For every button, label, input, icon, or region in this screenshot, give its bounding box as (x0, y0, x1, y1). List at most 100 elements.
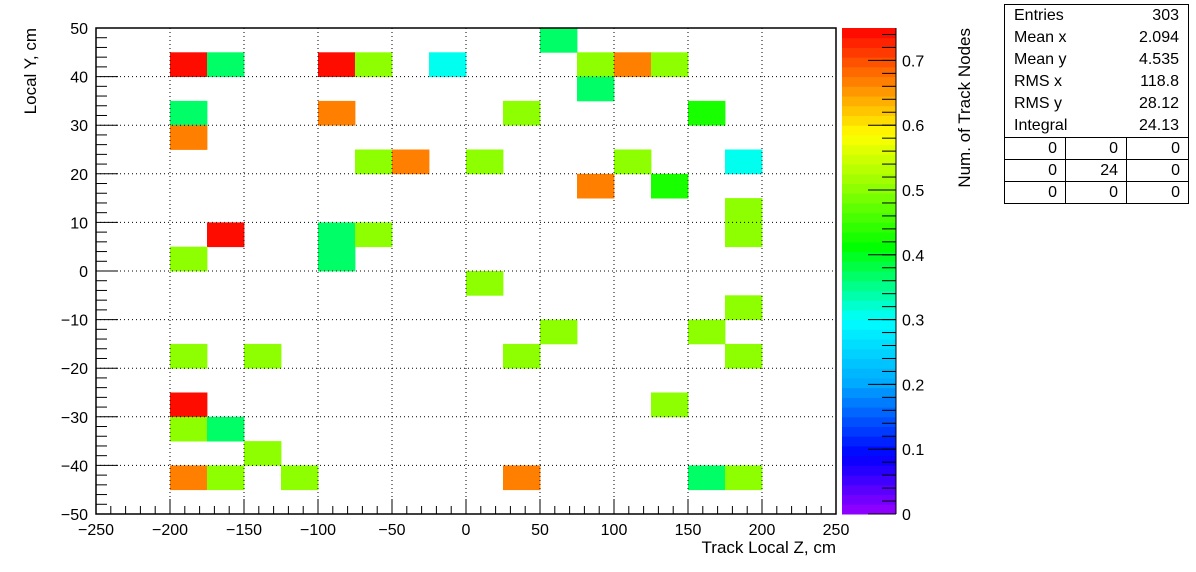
palette-band (842, 232, 896, 243)
y-tick-label: 30 (70, 118, 88, 135)
heatmap-cell (577, 76, 615, 102)
palette-band (842, 445, 896, 457)
palette-band (842, 504, 896, 515)
z-axis-title: Num. of Track Nodes (955, 28, 974, 188)
x-axis: −250 −200 −150 −100 −50 0 50 100 150 200 250 (78, 499, 849, 539)
z-tick-label: 0.4 (902, 248, 924, 265)
heatmap-cell (170, 246, 208, 272)
stat-row: RMS y 28.12 (1005, 93, 1188, 115)
palette-band (842, 348, 896, 359)
heatmap-cell (318, 100, 356, 126)
palette-band (842, 96, 896, 107)
y-axis: −50 −40 −30 −20 −10 0 10 20 30 40 50 (61, 21, 118, 524)
stat-label: Integral (1014, 117, 1068, 134)
stat-row: RMS x 118.8 (1005, 71, 1188, 93)
stat-row: Integral 24.13 (1005, 115, 1188, 137)
heatmap-cell (540, 28, 578, 53)
z-tick-label: 0 (902, 507, 911, 524)
heatmap-cell (355, 149, 393, 175)
palette-band (842, 76, 896, 87)
x-tick-label: −250 (78, 522, 114, 539)
palette-band (842, 173, 896, 185)
palette-band (842, 57, 896, 68)
heatmap-cell (725, 198, 763, 223)
x-tick-label: 250 (823, 522, 850, 539)
heatmap-cell (725, 149, 763, 175)
palette-band (842, 37, 896, 48)
heatmap-cell (170, 343, 208, 369)
z-tick-label: 0.1 (902, 442, 924, 459)
heatmap-cell (170, 465, 208, 491)
stat-row: Mean x 2.094 (1005, 27, 1188, 49)
heatmap-cell (466, 271, 504, 296)
heatmap-cell (207, 465, 245, 491)
stat-value: 118.8 (1140, 73, 1179, 90)
heatmap-cell (503, 343, 541, 369)
heatmap-cell (688, 465, 726, 491)
y-tick-label: −40 (61, 458, 88, 475)
heatmap-cell (503, 100, 541, 126)
x-tick-label: 150 (675, 522, 702, 539)
stat-row: Mean y 4.535 (1005, 49, 1188, 71)
x-tick-label: −100 (300, 522, 336, 539)
heatmap-cell (688, 319, 726, 345)
heatmap-cell (651, 173, 689, 199)
y-axis-title: Local Y, cm (21, 28, 40, 114)
palette-band (842, 66, 896, 78)
palette-band (842, 407, 896, 418)
heatmap-cell (725, 465, 763, 491)
stats-grid-cell: 0 (1127, 138, 1188, 160)
z-tick-label: 0.3 (902, 313, 924, 330)
stats-grid-cell: 24 (1066, 160, 1127, 182)
y-tick-label: 0 (79, 264, 88, 281)
palette-band (842, 47, 896, 58)
palette-band (842, 377, 896, 389)
x-tick-label: 100 (601, 522, 628, 539)
heatmap-cell (688, 100, 726, 126)
heatmap-cell (244, 441, 282, 466)
heatmap-cell (170, 125, 208, 150)
heatmap-cell (318, 222, 356, 248)
heatmap-cell (392, 149, 430, 175)
palette-band (842, 115, 896, 126)
palette-band (842, 300, 896, 311)
heatmap-cell (207, 416, 245, 442)
palette-band (842, 261, 896, 272)
stats-rows: Entries 303 Mean x 2.094 Mean y 4.535 RMS x 118… (1005, 5, 1188, 137)
stat-label: Mean y (1014, 51, 1067, 68)
heatmap-cell (355, 222, 393, 248)
stat-value: 24.13 (1138, 117, 1179, 134)
heatmap-cell (170, 100, 208, 126)
palette-band (842, 271, 896, 282)
statistics-box: Entries 303 Mean x 2.094 Mean y 4.535 RMS x 118… (1004, 4, 1189, 204)
palette-band (842, 436, 896, 447)
palette-band (842, 154, 896, 165)
y-tick-label: −50 (61, 507, 88, 524)
heatmap-cell (207, 222, 245, 248)
stat-label: Entries (1014, 7, 1064, 24)
stats-grid-cell: 0 (1005, 160, 1066, 182)
heatmap-cell (540, 319, 578, 345)
palette-band (842, 475, 896, 486)
x-tick-label: 0 (462, 522, 471, 539)
stats-grid-cell: 0 (1066, 182, 1127, 203)
y-tick-label: −10 (61, 313, 88, 330)
palette-band (842, 183, 896, 194)
palette-band (842, 455, 896, 466)
stats-underflow-overflow-grid: 0 0 0 0 24 0 0 0 0 (1005, 137, 1188, 203)
palette-band (842, 280, 896, 291)
palette-band (842, 426, 896, 437)
stat-row: Entries 303 (1005, 5, 1188, 27)
heatmap-cells (170, 28, 763, 491)
grid-lines (96, 28, 836, 514)
stat-label: RMS x (1014, 73, 1062, 90)
y-tick-label: 20 (70, 167, 88, 184)
heatmap-cell (725, 343, 763, 369)
palette-band (842, 193, 896, 204)
palette-band (842, 28, 896, 39)
palette-band (842, 484, 896, 496)
heatmap-cell (503, 465, 541, 491)
heatmap-cell (614, 52, 652, 77)
y-tick-label: −30 (61, 410, 88, 427)
